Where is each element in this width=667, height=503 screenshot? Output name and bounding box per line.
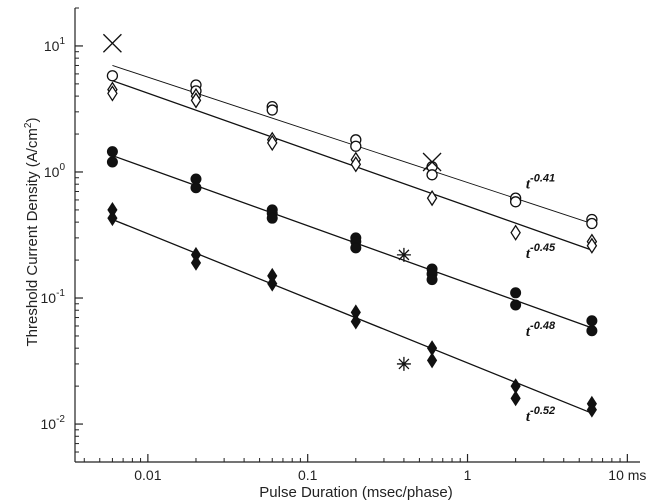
fit-line [112, 218, 593, 414]
fit-label-exponent: -0.41 [530, 173, 555, 185]
filled-circle-point [586, 325, 598, 337]
open-diamond-point [107, 85, 118, 102]
y-tick-exponent: 0 [59, 162, 65, 173]
y-tick-base: 10 [41, 290, 57, 306]
open-diamond-point [190, 92, 202, 109]
axes [74, 7, 640, 463]
fit-label-exponent: -0.52 [530, 405, 555, 417]
data-points [102, 33, 598, 418]
filled-circle-point [510, 299, 522, 311]
open-diamond-point [350, 156, 362, 173]
y-tick-label: 101 [44, 36, 66, 54]
x-tick-label: 0.1 [298, 467, 318, 483]
fit-exponent-label: t-0.45 [526, 242, 556, 262]
open-circle-point [106, 70, 119, 82]
fit-labels: t-0.41t-0.45t-0.48t-0.52 [526, 173, 556, 426]
x-axis-label: Pulse Duration (msec/phase) [259, 484, 452, 501]
filled-circle-point [350, 242, 362, 254]
y-axis-label-close: ) [24, 118, 41, 123]
filled-diamond-point [190, 254, 202, 271]
open-circle-point [509, 196, 522, 208]
open-diamond-point [266, 134, 278, 152]
asterisk-point [396, 247, 411, 262]
open-diamond-point [586, 237, 598, 254]
filled-circle-point [586, 315, 598, 327]
x-tick-label: 1 [464, 467, 472, 483]
filled-circle-point [106, 146, 118, 158]
open-diamond-point [510, 224, 521, 241]
filled-diamond-point [586, 401, 597, 418]
y-tick-exponent: -2 [56, 414, 65, 425]
filled-circle-point [190, 182, 202, 194]
fit-label-base: t [526, 324, 531, 340]
cross-x-point [422, 152, 442, 172]
y-tick-base: 10 [41, 416, 57, 432]
y-tick-label: 10-1 [41, 288, 66, 306]
filled-diamond-point [350, 313, 361, 330]
y-axis-label-sup: 2 [23, 122, 34, 128]
y-tick-base: 10 [44, 164, 60, 180]
fit-exponent-label: t-0.52 [526, 405, 555, 425]
cross-x-point [102, 33, 122, 53]
fit-exponent-label: t-0.41 [526, 173, 555, 193]
fit-exponent-label: t-0.48 [526, 320, 556, 340]
filled-circle-point [426, 274, 438, 286]
filled-circle-point [266, 212, 278, 224]
y-tick-exponent: 1 [59, 36, 65, 47]
filled-circle-point [510, 287, 522, 299]
filled-circle-point [106, 156, 118, 168]
fit-label-base: t [526, 409, 531, 425]
filled-diamond-point [510, 390, 521, 407]
open-circle-point [586, 217, 598, 230]
asterisk-point [396, 356, 411, 371]
open-circle-point [266, 104, 278, 116]
fit-label-base: t [526, 246, 531, 262]
open-circle-point [426, 169, 438, 181]
fit-label-base: t [526, 177, 531, 193]
filled-diamond-point [426, 352, 438, 369]
y-tick-label: 10-2 [41, 414, 66, 432]
y-tick-label: 100 [44, 162, 66, 180]
open-diamond-point [426, 189, 438, 207]
x-tick-label: 0.01 [134, 467, 161, 483]
filled-diamond-point [267, 275, 278, 292]
y-tick-exponent: -1 [56, 288, 65, 299]
filled-diamond-point [107, 210, 118, 227]
fit-label-exponent: -0.48 [530, 320, 556, 332]
fit-label-exponent: -0.45 [530, 242, 556, 254]
x-tick-label: 10 ms [608, 467, 646, 483]
y-axis-label-main: Threshold Current Density (A/cm [24, 128, 41, 346]
y-tick-base: 10 [44, 38, 60, 54]
open-circle-point [350, 140, 362, 152]
y-axis-label: Threshold Current Density (A/cm2) [23, 118, 41, 347]
